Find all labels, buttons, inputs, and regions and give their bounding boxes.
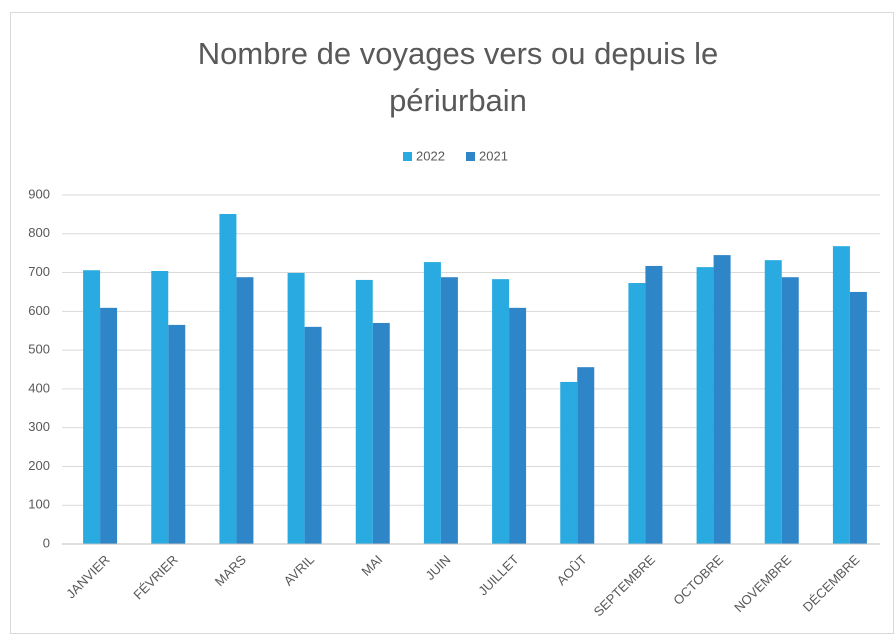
y-tick-label: 0: [43, 535, 50, 550]
bar: [628, 283, 646, 544]
bar: [577, 367, 595, 544]
legend-label: 2022: [416, 148, 445, 163]
x-tick-label: JUIN: [422, 552, 453, 583]
y-tick-label: 600: [28, 303, 50, 318]
bar: [423, 262, 441, 544]
chart-title: Nombre de voyages vers ou depuis le péri…: [197, 36, 719, 118]
bar: [560, 381, 578, 544]
x-tick-label: MAI: [358, 552, 385, 579]
bar: [764, 260, 782, 544]
bar: [781, 277, 799, 544]
bar: [713, 255, 731, 544]
bar: [832, 246, 850, 545]
y-tick-label: 400: [28, 380, 50, 395]
x-tick-label: FÉVRIER: [130, 552, 180, 602]
y-tick-label: 800: [28, 225, 50, 240]
bar: [372, 322, 390, 544]
bar: [645, 265, 663, 544]
legend-label: 2021: [479, 148, 508, 163]
y-tick-label: 700: [28, 264, 50, 279]
bar: [236, 277, 254, 544]
y-tick-label: 200: [28, 458, 50, 473]
x-tick-label: MARS: [212, 552, 249, 589]
x-tick-label: SEPTEMBRE: [591, 552, 659, 620]
x-tick-label: AOÛT: [554, 552, 590, 588]
x-tick-label: DÉCEMBRE: [800, 552, 863, 615]
y-tick-label: 100: [28, 497, 50, 512]
bar: [355, 279, 373, 544]
y-tick-label: 500: [28, 342, 50, 357]
bar: [287, 272, 305, 544]
bar: [100, 307, 118, 544]
bar: [696, 267, 714, 544]
x-tick-label: NOVEMBRE: [731, 552, 794, 615]
bar: [440, 277, 458, 544]
x-tick-label: OCTOBRE: [670, 552, 726, 608]
chart-frame: [10, 12, 894, 634]
x-tick-label: AVRIL: [281, 552, 317, 588]
y-tick-label: 900: [28, 186, 50, 201]
bar: [509, 307, 527, 544]
bar: [151, 271, 169, 544]
x-tick-label: JUILLET: [475, 552, 521, 598]
legend-swatch: [466, 152, 475, 161]
y-tick-label: 300: [28, 419, 50, 434]
bar: [849, 291, 867, 544]
bar: [219, 214, 237, 545]
bar: [83, 270, 101, 544]
legend-swatch: [403, 152, 412, 161]
bar: [168, 324, 186, 544]
bar: [492, 279, 510, 544]
x-tick-label: JANVIER: [63, 552, 112, 601]
bar: [304, 326, 322, 544]
